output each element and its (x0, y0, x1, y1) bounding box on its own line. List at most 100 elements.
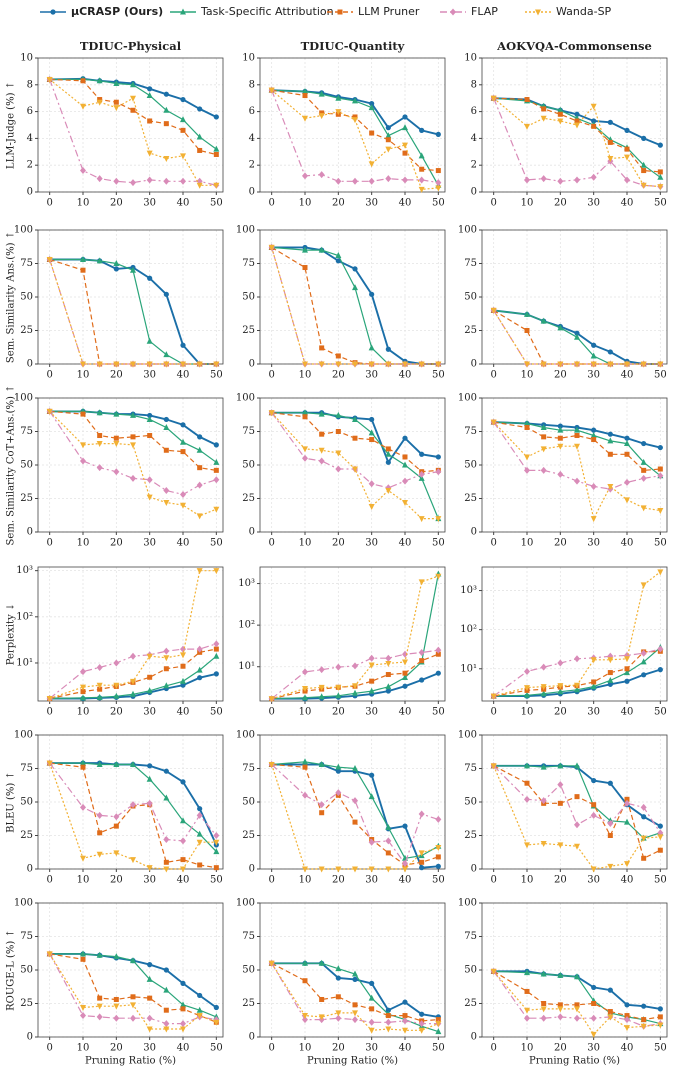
series-line (49, 78, 217, 186)
y-tick-label: 10 (20, 53, 33, 64)
data-point (146, 799, 153, 807)
panel: 0 25 50 75 100 0 10 20 30 40 50 (458, 730, 668, 886)
data-point (96, 851, 103, 858)
data-point (163, 647, 170, 655)
data-point (163, 423, 170, 430)
x-tick-label: 30 (587, 370, 600, 381)
x-tick-label: 10 (521, 538, 534, 549)
data-point (197, 862, 203, 868)
data-point (574, 361, 580, 368)
plot-frame (481, 734, 668, 870)
data-point (335, 768, 341, 774)
x-tick-label: 10 (299, 370, 312, 381)
data-point (163, 794, 170, 801)
data-point (624, 799, 630, 807)
data-point (196, 645, 203, 653)
data-point (624, 818, 630, 825)
data-point (352, 689, 358, 696)
series-line (493, 970, 661, 1021)
data-point (196, 513, 203, 520)
data-point (113, 79, 120, 86)
data-point (418, 1020, 425, 1028)
data-point (402, 999, 408, 1005)
data-point (180, 116, 186, 123)
data-point (147, 275, 153, 281)
x-tick-label: 40 (177, 538, 190, 549)
data-point (657, 1022, 664, 1029)
x-tick-label: 30 (365, 875, 378, 886)
data-point (385, 1026, 392, 1033)
series-line (271, 764, 439, 870)
x-tick-label: 20 (554, 875, 567, 886)
data-point (557, 435, 563, 441)
y-tick-label: 25 (464, 493, 477, 504)
data-point (213, 151, 219, 157)
data-point (540, 663, 547, 671)
data-point (640, 803, 647, 811)
legend-marker (50, 9, 56, 15)
series-line (49, 953, 217, 1023)
data-point (163, 486, 170, 494)
data-point (540, 1014, 547, 1022)
x-tick-label: 0 (46, 370, 52, 381)
series-line (493, 97, 661, 146)
x-tick-label: 30 (143, 370, 156, 381)
data-point (524, 668, 530, 676)
plot-frame (259, 397, 446, 533)
x-tick-label: 40 (399, 538, 412, 549)
data-point (335, 663, 342, 671)
data-point (146, 687, 153, 694)
series-line (49, 953, 217, 1025)
data-point (46, 695, 53, 702)
data-point (624, 1016, 630, 1024)
data-point (197, 992, 203, 999)
data-point (641, 168, 647, 174)
series-line (49, 258, 217, 365)
data-point (352, 361, 358, 368)
data-point (180, 866, 186, 873)
data-point (352, 797, 358, 805)
data-point (591, 437, 597, 443)
data-point (80, 689, 86, 695)
data-point (335, 465, 342, 473)
data-point (641, 440, 647, 447)
series-line (493, 97, 661, 173)
x-tick-label: 30 (143, 198, 156, 209)
series-line (493, 421, 661, 449)
data-point (130, 801, 136, 809)
x-tick-label: 0 (490, 707, 496, 718)
series-line (271, 653, 439, 700)
x-tick-label: 40 (177, 707, 190, 718)
data-point (402, 674, 408, 681)
data-point (352, 683, 358, 690)
y-tick-label: 6 (471, 106, 477, 117)
data-point (524, 1014, 530, 1022)
x-tick-label: 30 (365, 1043, 378, 1054)
data-point (419, 127, 425, 133)
y-axis-label: Sem. Similarity CoT+Ans.(%) ↑ (6, 385, 17, 546)
data-point (130, 1014, 136, 1022)
data-point (318, 410, 325, 417)
data-point (130, 1002, 136, 1009)
data-point (557, 177, 564, 185)
data-point (607, 987, 613, 993)
data-point (657, 472, 664, 480)
x-tick-label: 10 (299, 707, 312, 718)
data-point (607, 1009, 613, 1015)
data-point (302, 88, 308, 94)
data-point (213, 646, 219, 652)
data-point (641, 1003, 647, 1009)
data-point (435, 179, 442, 187)
data-point (180, 663, 186, 669)
data-point (368, 344, 375, 351)
data-point (96, 175, 103, 183)
data-point (335, 975, 341, 981)
x-tick-label: 0 (268, 370, 274, 381)
x-tick-label: 0 (490, 370, 496, 381)
data-point (368, 662, 375, 669)
data-point (402, 670, 408, 676)
data-point (369, 1006, 375, 1012)
y-tick-label: 2 (249, 160, 255, 171)
y-tick-label: 75 (20, 763, 33, 774)
y-tick-label: 100 (458, 898, 477, 909)
